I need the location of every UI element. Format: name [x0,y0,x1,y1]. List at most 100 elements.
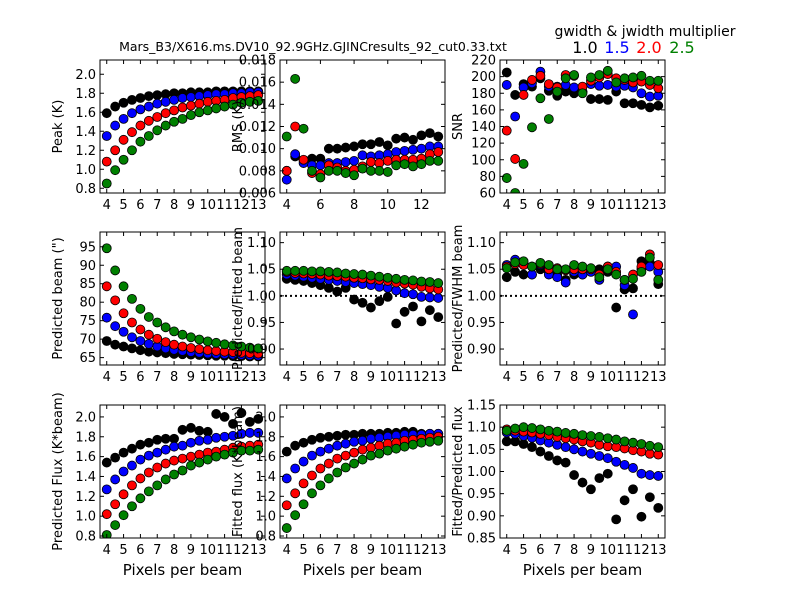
point-series-3 [202,345,213,356]
point-series-4 [391,273,402,284]
point-series-2 [323,443,334,454]
point-series-3 [186,451,196,462]
y-tick-label: 0.8 [75,182,96,197]
point-series-4 [366,450,376,461]
y-axis-label: Peak (K) [51,100,66,154]
point-series-4 [611,434,622,445]
y-tick-label: 90 [79,259,96,274]
point-series-4 [253,343,264,354]
point-series-1 [211,409,222,419]
point-series-2 [349,155,359,166]
point-series-4 [399,441,410,452]
point-series-4 [619,274,630,285]
y-tick-label: 100 [471,153,496,168]
point-series-4 [135,136,146,147]
point-series-4 [586,431,596,441]
point-series-1 [391,318,402,329]
y-tick-label: 0.014 [239,98,276,113]
point-series-4 [135,493,146,504]
point-series-3 [143,115,154,126]
point-series-2 [628,463,638,473]
x-tick-label: 4 [103,370,111,385]
point-series-4 [391,443,402,454]
point-series-4 [416,437,427,448]
point-series-4 [552,426,563,437]
point-series-1 [349,141,359,152]
point-series-2 [101,131,112,141]
point-series-4 [374,448,385,459]
point-series-4 [194,457,205,468]
y-tick-label: 1.05 [247,263,276,278]
x-tick-label: 12 [413,198,430,213]
x-tick-label: 5 [299,543,307,558]
point-series-4 [518,422,529,433]
point-series-2 [118,114,129,124]
point-series-4 [281,265,292,276]
subplot-8: 4 5 6 7 8 9 10 11 12 130.81.01.21.41.61.82.0Fitte… [231,404,447,579]
y-tick-label: 0.90 [467,343,496,358]
point-series-2 [349,436,359,447]
x-tick-label: 5 [299,370,307,385]
data-points [501,422,664,525]
point-series-2 [135,336,146,346]
point-series-2 [281,473,292,484]
y-tick-label: 120 [471,137,496,152]
point-series-3 [186,343,196,353]
point-series-1 [143,437,154,448]
y-axis-label: SNR [451,113,466,140]
point-series-4 [281,523,292,533]
point-series-4 [152,317,163,328]
point-series-1 [416,316,427,327]
subplot-9: 4 5 6 7 8 9 10 11 12 13 0.85 0.90 0.95 1.00 1.05 1.10 1.… [451,399,667,580]
point-series-3 [169,339,179,350]
y-tick-label: 160 [471,103,496,118]
point-series-4 [382,272,393,283]
x-tick-label: 13 [650,370,667,385]
point-series-1 [253,413,264,424]
point-series-4 [416,276,427,287]
x-tick-label: 4 [103,543,111,558]
point-series-4 [560,428,571,438]
point-series-4 [118,281,129,292]
data-points [101,243,264,362]
point-series-2 [127,332,137,343]
point-series-4 [349,458,359,469]
point-series-2 [298,456,309,467]
point-series-4 [433,278,444,288]
point-series-4 [202,105,213,116]
point-series-1 [357,297,368,308]
point-series-4 [433,155,444,166]
point-series-3 [177,453,188,464]
point-series-2 [219,431,230,442]
point-series-4 [653,442,664,453]
point-series-1 [135,345,146,356]
point-series-2 [169,95,179,105]
point-series-1 [290,440,301,451]
y-tick-label: 220 [471,54,496,69]
point-series-1 [569,470,579,480]
y-tick-label: 1.4 [75,125,96,140]
point-series-3 [143,467,154,478]
y-tick-label: 1.0 [75,510,96,525]
point-series-4 [298,499,309,510]
point-series-4 [560,264,571,275]
point-series-1 [332,143,343,154]
x-tick-label: 5 [519,198,527,213]
point-series-4 [644,440,655,451]
y-axis-label: RMS (K) [231,101,246,152]
point-series-3 [357,444,368,455]
point-series-4 [290,265,301,276]
point-series-4 [543,425,554,436]
point-series-3 [510,154,521,164]
point-series-3 [118,134,129,145]
x-tick-label: 5 [519,543,527,558]
point-series-3 [501,125,512,136]
point-series-2 [315,160,326,171]
x-tick-label: 9 [367,543,375,558]
point-series-4 [366,270,376,281]
x-axis-label: Pixels per beam [523,561,643,579]
point-series-4 [202,454,213,465]
point-series-4 [340,168,351,178]
point-series-4 [332,467,343,478]
axes-frame [279,231,446,366]
